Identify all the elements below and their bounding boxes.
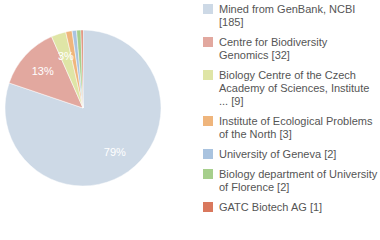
plot-area xyxy=(5,30,161,186)
legend-swatch xyxy=(203,149,213,159)
legend-swatch xyxy=(203,4,213,14)
data-label: 3% xyxy=(58,50,74,62)
legend-swatch xyxy=(203,169,213,179)
pie-slice xyxy=(77,30,83,108)
chart: 79% 13% 3% Mined from GenBank, NCBI[185] Cen… xyxy=(0,0,380,240)
legend-label: Institute of Ecological Problemsof the N… xyxy=(219,115,373,140)
legend-label: Centre for BiodiversityGenomics [32] xyxy=(219,36,328,61)
data-labels: 79% 13% 3% xyxy=(32,50,126,158)
legend-swatch xyxy=(203,116,213,126)
slices xyxy=(5,30,161,186)
legend-swatch xyxy=(203,70,213,80)
pie-slice xyxy=(81,30,83,108)
pie-slice xyxy=(66,31,83,108)
pie-slice xyxy=(5,30,161,186)
legend-label: Mined from GenBank, NCBI[185] xyxy=(219,3,355,28)
legend-label: University of Geneva [2] xyxy=(219,148,336,160)
legend: Mined from GenBank, NCBI[185] Centre for … xyxy=(203,3,378,213)
pie-slice xyxy=(72,30,83,108)
legend-swatch xyxy=(203,202,213,212)
legend-label: Biology department of Universityof Flore… xyxy=(219,168,378,193)
legend-label: GATC Biotech AG [1] xyxy=(219,201,322,213)
data-label: 79% xyxy=(104,146,126,158)
data-label: 13% xyxy=(32,65,54,77)
legend-swatch xyxy=(203,37,213,47)
legend-label: Biology Centre of the CzechAcademy of Sc… xyxy=(219,69,369,107)
